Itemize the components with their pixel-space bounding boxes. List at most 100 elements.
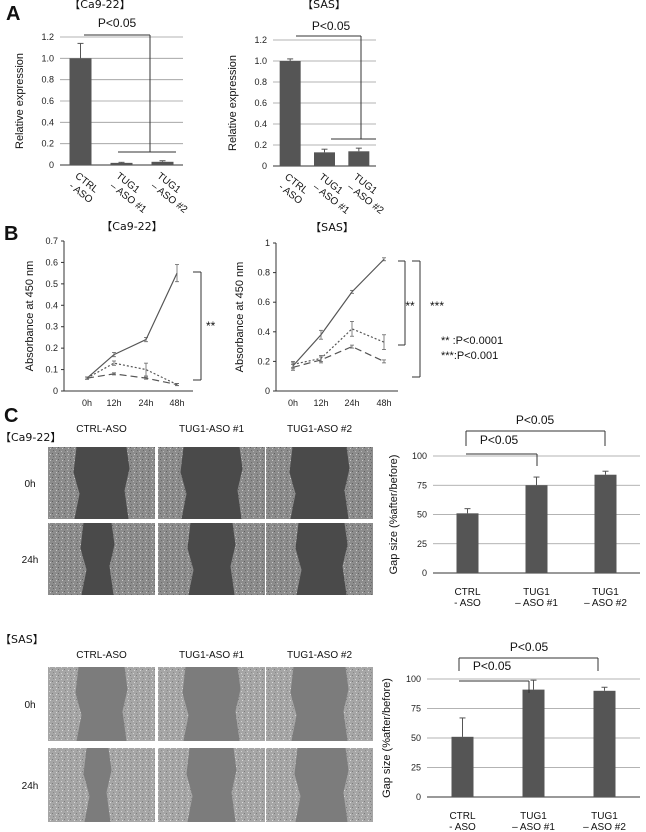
- wound-gap: [83, 748, 112, 822]
- significance-label: P<0.05: [480, 433, 519, 447]
- wound-gap: [182, 667, 241, 741]
- micrograph-row-label: 24h: [22, 555, 39, 566]
- series-line-dotted: [292, 328, 385, 365]
- y-axis-label: Absorbance at 450 nm: [24, 261, 36, 372]
- y-tick-label: 0.1: [45, 365, 58, 375]
- x-tick-label: 24h: [344, 398, 359, 408]
- y-tick-label: 100: [406, 674, 421, 684]
- y-tick-label: 1: [265, 238, 270, 248]
- x-tick-label: 48h: [376, 398, 391, 408]
- y-tick-label: 0.6: [254, 98, 267, 108]
- y-tick-label: 0.8: [257, 268, 270, 278]
- micrograph-column-label: TUG1-ASO #1: [179, 424, 244, 435]
- chart-title: 【Ca9-22】: [69, 0, 130, 11]
- bar: [594, 474, 617, 573]
- y-tick-label: 50: [411, 733, 421, 743]
- pvalue-note-2: ***:P<0.001: [441, 350, 498, 362]
- micrograph-grid-sas: 【SAS】 CTRL-ASO TUG1-ASO #1 TUG1-ASO #2 0h 24h: [0, 633, 373, 822]
- panel-label-b: B: [4, 223, 18, 245]
- x-tick-label: 24h: [138, 398, 153, 408]
- significance-label: P<0.05: [516, 413, 555, 427]
- micrograph-column-label: TUG1-ASO #2: [287, 424, 352, 435]
- bar: [151, 161, 174, 165]
- y-tick-label: 0.6: [41, 96, 54, 106]
- y-axis-label: Gap size (%after/before): [381, 678, 393, 798]
- series-line-dotted: [86, 362, 178, 386]
- chart-b-sas: 0 0.2 0.4 0.6 0.8 1 0h 12h 24h 48h Absorbance at 4…: [234, 221, 444, 408]
- y-tick-label: 50: [417, 510, 427, 520]
- wound-gap: [289, 447, 350, 519]
- micrograph-grid-ca9-22: 【Ca9-22】 CTRL-ASO TUG1-ASO #1 TUG1-ASO #2 0h…: [0, 424, 373, 595]
- y-axis-label: Relative expression: [227, 55, 239, 151]
- significance-label: P<0.05: [510, 640, 549, 654]
- micrograph-title: 【SAS】: [0, 633, 44, 646]
- y-axis-label: Absorbance at 450 nm: [234, 262, 246, 373]
- x-tick-label: - ASO: [454, 598, 481, 609]
- significance-label: ***: [430, 299, 444, 313]
- series-line-dashed: [86, 373, 178, 386]
- bar: [279, 61, 301, 166]
- chart-title: 【SAS】: [310, 221, 354, 234]
- significance-label: P<0.05: [312, 19, 351, 33]
- wound-gap: [290, 667, 349, 741]
- y-tick-label: 1.2: [254, 35, 267, 45]
- x-tick-label: – ASO #1: [515, 598, 558, 609]
- y-tick-label: 1.2: [41, 32, 54, 42]
- y-axis-label: Gap size (%after/before): [388, 455, 400, 575]
- y-tick-label: 0.8: [254, 77, 267, 87]
- y-tick-label: 1.0: [254, 56, 267, 66]
- significance-label: P<0.05: [473, 659, 512, 673]
- bar: [456, 513, 479, 573]
- wound-gap: [73, 447, 130, 519]
- x-tick-label: 0h: [82, 398, 92, 408]
- x-tick-label: 0h: [288, 398, 298, 408]
- y-tick-label: 100: [412, 451, 427, 461]
- x-tick-label: – ASO #1: [512, 822, 555, 832]
- x-tick-label: – ASO #2: [584, 598, 627, 609]
- wound-gap: [75, 667, 128, 741]
- x-tick-label: TUG1: [523, 587, 550, 598]
- y-tick-label: 0.7: [45, 236, 58, 246]
- y-tick-label: 0: [422, 568, 427, 578]
- y-tick-label: 0.4: [257, 327, 270, 337]
- y-tick-label: 0: [265, 386, 270, 396]
- y-tick-label: 0.2: [254, 140, 267, 150]
- wound-gap: [80, 523, 115, 595]
- significance-label: **: [405, 299, 415, 313]
- y-tick-label: 0.4: [45, 300, 58, 310]
- panel-label-c: C: [4, 405, 18, 427]
- micrograph-column-label: CTRL-ASO: [76, 424, 127, 435]
- micrograph-column-label: TUG1-ASO #1: [179, 650, 244, 661]
- micrograph-row-label: 24h: [22, 781, 39, 792]
- y-tick-label: 0.6: [257, 297, 270, 307]
- bar: [348, 151, 370, 166]
- y-tick-label: 75: [417, 480, 427, 490]
- y-tick-label: 0.8: [41, 75, 54, 85]
- chart-title: 【Ca9-22】: [101, 220, 162, 233]
- x-tick-label: CTRL: [449, 811, 476, 822]
- y-tick-label: 0.2: [257, 356, 270, 366]
- chart-b-ca9-22: 0 0.1 0.2 0.3 0.4 0.5 0.6 0.7 0h 12h 24h 48h Absorba…: [24, 220, 216, 408]
- panel-label-a: A: [6, 3, 20, 25]
- bar: [525, 485, 548, 573]
- bar: [69, 58, 92, 166]
- y-tick-label: 0: [53, 386, 58, 396]
- x-tick-label: 48h: [169, 398, 184, 408]
- y-tick-label: 0.4: [41, 117, 54, 127]
- y-tick-label: 25: [417, 539, 427, 549]
- micrograph-column-label: CTRL-ASO: [76, 650, 127, 661]
- micrograph-row-label: 0h: [24, 479, 35, 490]
- series-line-solid: [292, 258, 385, 367]
- wound-gap: [186, 748, 237, 822]
- bar: [314, 152, 335, 166]
- series-line-dashed: [292, 345, 385, 368]
- x-tick-label: - ASO: [449, 822, 476, 832]
- x-tick-label: CTRL: [454, 587, 481, 598]
- wound-gap: [294, 748, 349, 822]
- bar: [451, 736, 474, 797]
- y-tick-label: 25: [411, 763, 421, 773]
- wound-gap: [180, 447, 243, 519]
